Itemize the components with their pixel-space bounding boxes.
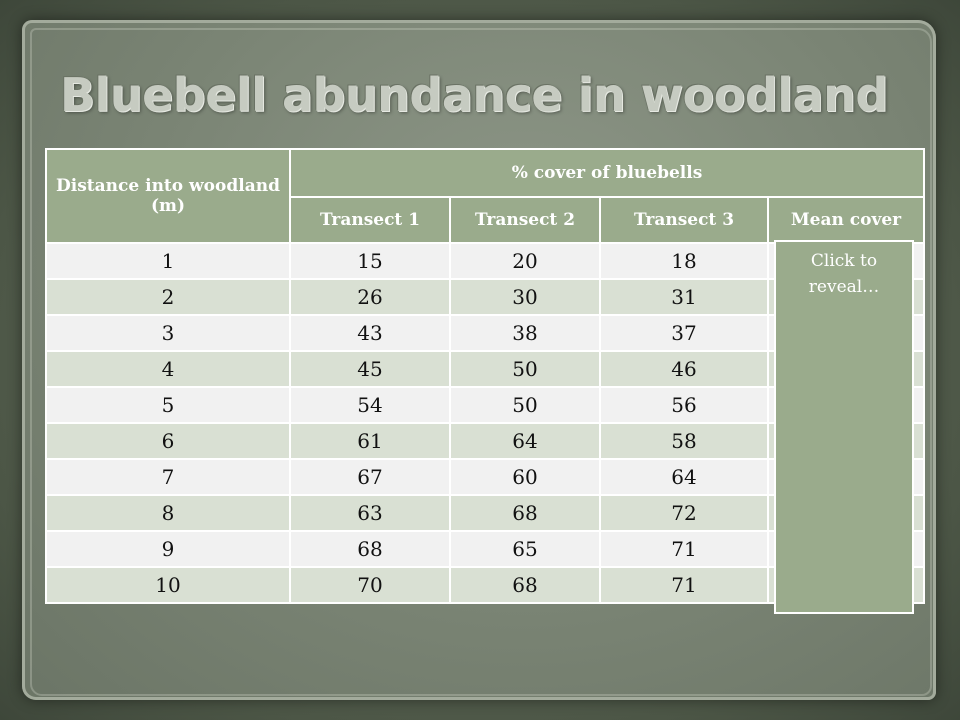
distance-header: Distance into woodland (m) bbox=[45, 148, 291, 244]
distance-cell: 4 bbox=[45, 350, 291, 388]
transect-1-cell: 15 bbox=[289, 242, 451, 280]
transect-3-cell: 46 bbox=[599, 350, 769, 388]
transect-2-cell: 50 bbox=[449, 386, 601, 424]
distance-cell: 7 bbox=[45, 458, 291, 496]
transect-3-cell: 58 bbox=[599, 422, 769, 460]
transect-2-cell: 68 bbox=[449, 494, 601, 532]
transect-1-cell: 68 bbox=[289, 530, 451, 568]
transect-2-cell: 65 bbox=[449, 530, 601, 568]
slide-title: Bluebell abundance in woodland bbox=[60, 68, 888, 122]
transect-3-cell: 31 bbox=[599, 278, 769, 316]
transect-1-cell: 43 bbox=[289, 314, 451, 352]
transect-1-cell: 26 bbox=[289, 278, 451, 316]
table-row: 2 26 30 31 bbox=[45, 278, 925, 316]
transect-3-cell: 56 bbox=[599, 386, 769, 424]
transect-3-cell: 64 bbox=[599, 458, 769, 496]
transect-1-cell: 61 bbox=[289, 422, 451, 460]
transect-3-cell: 37 bbox=[599, 314, 769, 352]
click-to-reveal-button[interactable]: Click to reveal… bbox=[774, 240, 914, 614]
transect-2-cell: 60 bbox=[449, 458, 601, 496]
distance-cell: 6 bbox=[45, 422, 291, 460]
distance-cell: 5 bbox=[45, 386, 291, 424]
transect-1-cell: 63 bbox=[289, 494, 451, 532]
transect-2-cell: 38 bbox=[449, 314, 601, 352]
distance-cell: 9 bbox=[45, 530, 291, 568]
transect-2-cell: 20 bbox=[449, 242, 601, 280]
mean-cover-header: Mean cover bbox=[767, 196, 925, 244]
cover-group-header: % cover of bluebells bbox=[289, 148, 925, 198]
distance-cell: 1 bbox=[45, 242, 291, 280]
distance-cell: 3 bbox=[45, 314, 291, 352]
distance-cell: 8 bbox=[45, 494, 291, 532]
transect-3-header: Transect 3 bbox=[599, 196, 769, 244]
transect-1-cell: 67 bbox=[289, 458, 451, 496]
transect-2-header: Transect 2 bbox=[449, 196, 601, 244]
transect-1-header: Transect 1 bbox=[289, 196, 451, 244]
transect-3-cell: 71 bbox=[599, 566, 769, 604]
transect-1-cell: 54 bbox=[289, 386, 451, 424]
transect-3-cell: 72 bbox=[599, 494, 769, 532]
transect-2-cell: 64 bbox=[449, 422, 601, 460]
transect-3-cell: 71 bbox=[599, 530, 769, 568]
transect-1-cell: 45 bbox=[289, 350, 451, 388]
transect-3-cell: 18 bbox=[599, 242, 769, 280]
distance-cell: 2 bbox=[45, 278, 291, 316]
transect-2-cell: 50 bbox=[449, 350, 601, 388]
transect-2-cell: 68 bbox=[449, 566, 601, 604]
transect-1-cell: 70 bbox=[289, 566, 451, 604]
transect-2-cell: 30 bbox=[449, 278, 601, 316]
distance-cell: 10 bbox=[45, 566, 291, 604]
